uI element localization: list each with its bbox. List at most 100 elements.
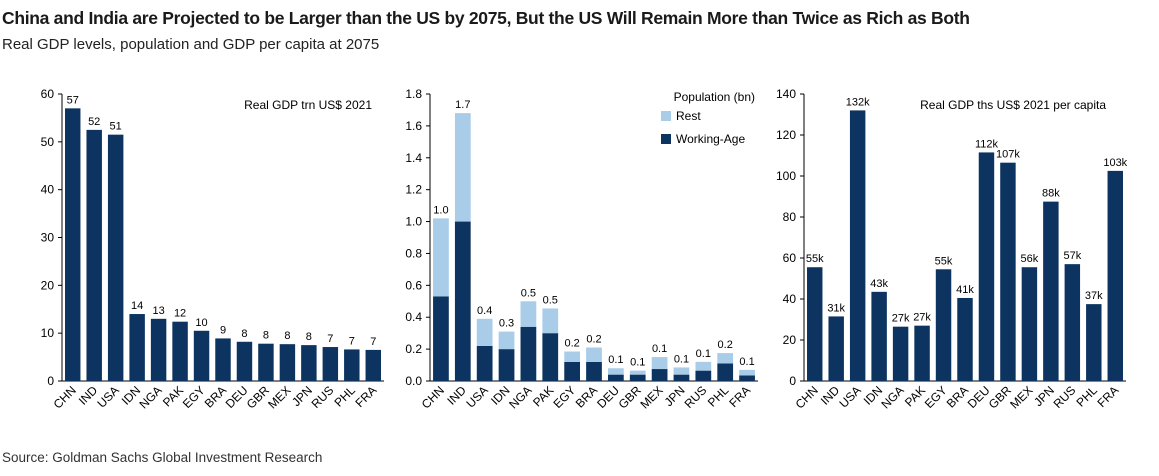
x-tick-label: DEU	[965, 383, 993, 411]
bar	[914, 325, 930, 381]
y-tick-label: 60	[41, 87, 55, 101]
legend-swatch	[661, 134, 671, 144]
bar-working-age	[673, 374, 690, 381]
bar	[1064, 264, 1081, 381]
data-label: 9	[220, 324, 226, 336]
data-label: 0.1	[652, 343, 667, 355]
data-label: 37k	[1085, 290, 1103, 302]
data-label: 31k	[827, 302, 845, 314]
bar-working-age	[651, 369, 668, 381]
bar	[215, 338, 231, 381]
bar-rest	[739, 369, 755, 376]
bar-rest	[673, 367, 690, 375]
bar	[935, 269, 952, 381]
y-tick-label: 0.8	[405, 246, 422, 260]
y-tick-label: 0.6	[405, 278, 422, 292]
data-label: 55k	[935, 255, 953, 267]
y-tick-label: 0.0	[405, 374, 422, 388]
x-tick-label: EGY	[550, 383, 578, 411]
x-tick-label: USA	[836, 383, 863, 410]
bar-working-age	[695, 370, 712, 381]
x-tick-label: JPN	[662, 383, 688, 409]
x-tick-label: BRA	[573, 383, 600, 410]
bar	[1107, 170, 1123, 381]
data-label: 43k	[870, 278, 888, 290]
data-label: 13	[152, 305, 164, 317]
bar-working-age	[476, 345, 493, 381]
bar	[301, 345, 317, 381]
bar	[193, 330, 210, 381]
data-label: 0.2	[564, 338, 579, 350]
data-label: 1.0	[433, 204, 448, 216]
source-note: Source: Goldman Sachs Global Investment …	[2, 450, 323, 465]
bar	[1086, 304, 1102, 381]
x-tick-label: BRA	[944, 383, 971, 410]
data-label: 55k	[806, 253, 824, 265]
chart-panel-title: Real GDP trn US$ 2021	[244, 98, 372, 112]
x-tick-label: PHL	[705, 383, 732, 410]
bar	[322, 347, 339, 381]
y-tick-label: 10	[41, 326, 55, 340]
y-tick-label: 30	[41, 231, 55, 245]
x-tick-label: CHN	[419, 383, 447, 411]
bar	[258, 343, 274, 381]
x-tick-label: JPN	[289, 383, 315, 409]
bar-rest	[651, 357, 668, 370]
x-tick-label: DEU	[223, 383, 251, 411]
x-tick-label: CHN	[51, 383, 79, 411]
bar	[828, 316, 844, 381]
x-tick-label: EGY	[180, 383, 208, 411]
bar	[65, 108, 81, 381]
data-label: 0.2	[586, 334, 601, 346]
data-label: 57k	[1063, 250, 1081, 262]
data-label: 57	[67, 94, 79, 106]
x-tick-label: GBR	[986, 383, 1015, 412]
y-tick-label: 140	[776, 87, 796, 101]
bar	[129, 314, 145, 381]
y-tick-label: 100	[776, 169, 796, 183]
bar-rest	[498, 331, 515, 350]
y-tick-label: 0.2	[405, 342, 422, 356]
x-tick-label: PAK	[530, 383, 556, 409]
y-tick-label: 60	[783, 251, 797, 265]
x-tick-label: PHL	[1074, 383, 1101, 410]
x-tick-label: NGA	[136, 383, 164, 411]
x-tick-label: RUS	[309, 383, 337, 411]
chart-title: China and India are Projected to be Larg…	[2, 8, 970, 28]
bar	[1000, 162, 1016, 381]
x-tick-label: GBR	[244, 383, 273, 412]
bar-working-age	[739, 375, 755, 381]
bar-rest	[476, 318, 493, 346]
x-tick-label: DEU	[594, 383, 622, 411]
data-label: 0.1	[674, 353, 689, 365]
legend-swatch	[661, 111, 671, 121]
data-label: 112k	[975, 138, 999, 150]
data-label: 0.1	[630, 357, 645, 369]
bar	[172, 321, 188, 381]
y-tick-label: 50	[41, 135, 55, 149]
bar-working-age	[520, 326, 537, 381]
bar	[807, 267, 823, 381]
y-tick-label: 1.0	[405, 215, 422, 229]
bar	[1043, 201, 1059, 381]
y-tick-label: 120	[776, 128, 796, 142]
bar	[150, 318, 167, 381]
data-label: 0.2	[718, 339, 733, 351]
bar-working-age	[454, 221, 471, 381]
bar-rest	[542, 308, 559, 334]
bar-rest	[586, 347, 602, 362]
data-label: 56k	[1021, 253, 1039, 265]
bar	[957, 297, 973, 381]
bar	[978, 152, 995, 381]
x-tick-label: MEX	[1007, 383, 1035, 411]
bar-working-age	[433, 296, 449, 381]
data-label: 103k	[1103, 157, 1127, 169]
bar-rest	[629, 370, 646, 375]
x-tick-label: JPN	[1031, 383, 1057, 409]
x-tick-label: FRA	[1095, 383, 1122, 410]
y-tick-label: 1.6	[405, 119, 422, 133]
data-label: 0.1	[696, 348, 711, 360]
x-tick-label: GBR	[616, 383, 645, 412]
x-tick-label: EGY	[922, 383, 950, 411]
x-tick-label: PHL	[332, 383, 359, 410]
